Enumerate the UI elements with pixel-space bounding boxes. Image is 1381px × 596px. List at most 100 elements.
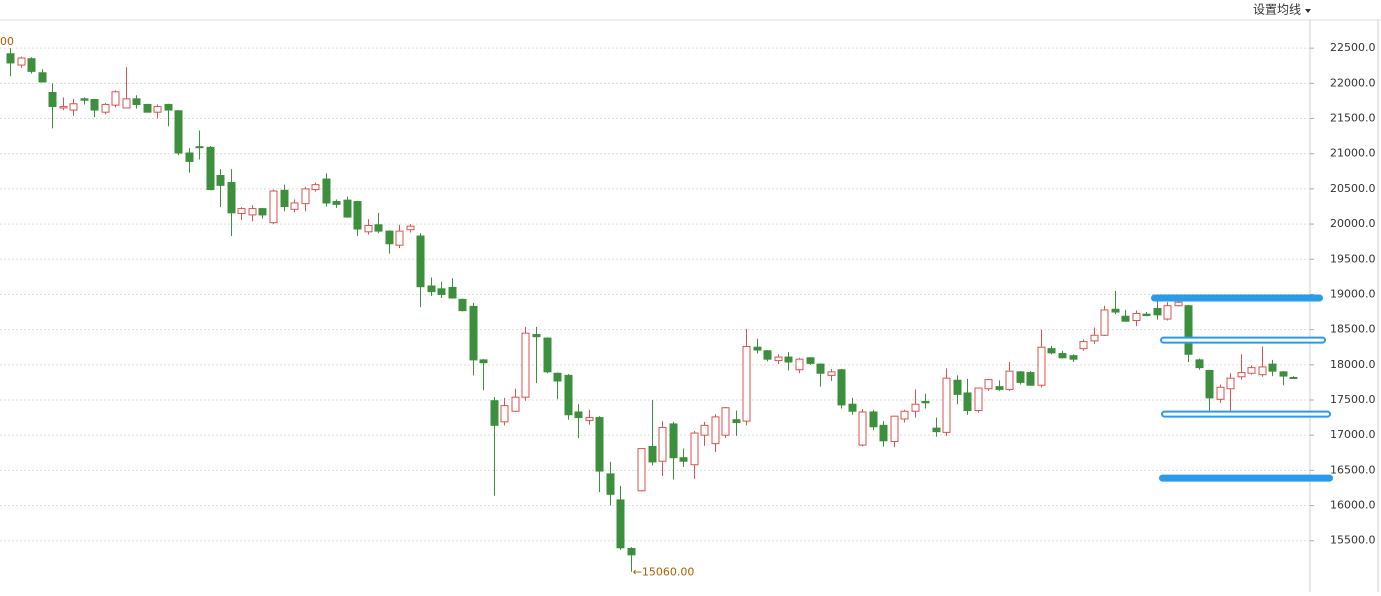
candle-body: [1037, 346, 1046, 386]
candle-body: [753, 346, 762, 351]
level-line: [1159, 474, 1333, 482]
candle-body: [1174, 301, 1183, 307]
candle-body: [984, 379, 993, 390]
candle-body: [406, 225, 415, 231]
candle-body: [38, 72, 47, 83]
candle-body: [248, 208, 257, 216]
candle-body: [458, 298, 467, 312]
low-label: ←15060.00: [633, 566, 695, 579]
candle-body: [616, 499, 625, 549]
candle-body: [816, 363, 825, 374]
candle-body: [1090, 334, 1099, 342]
ma-settings[interactable]: 设置均线: [1253, 3, 1301, 17]
candle-body: [1047, 348, 1056, 354]
candle-body: [280, 189, 289, 207]
y-tick-label: 21500.0: [1330, 112, 1376, 125]
candle-body: [1163, 305, 1172, 320]
candle-body: [732, 419, 741, 424]
candle-body: [974, 387, 983, 412]
dropdown-arrow[interactable]: [1305, 9, 1311, 13]
level-line: [1151, 294, 1323, 302]
candle-body: [858, 411, 867, 446]
candle-body: [1247, 367, 1256, 374]
candle-body: [1069, 355, 1078, 360]
candle-body: [343, 199, 352, 218]
candle-body: [416, 235, 425, 288]
candle-body: [1142, 313, 1151, 317]
y-tick-label: 17000.0: [1330, 428, 1376, 441]
y-tick-label: 18000.0: [1330, 358, 1376, 371]
candle-body: [374, 224, 383, 232]
candle-body: [795, 358, 804, 371]
candle-body: [637, 448, 646, 492]
candle-body: [490, 400, 499, 426]
candle-body: [185, 152, 194, 162]
y-tick-label: 21000.0: [1330, 147, 1376, 160]
candle-body: [80, 98, 89, 101]
candle-body: [353, 201, 362, 230]
candle-body: [690, 432, 699, 466]
candle-body: [290, 202, 299, 210]
candle-body: [648, 445, 657, 463]
candle-body: [700, 424, 709, 436]
candle-body: [574, 411, 583, 419]
candle-body: [17, 57, 26, 66]
candle-body: [784, 356, 793, 363]
candle-body: [195, 146, 204, 149]
y-tick-label: 17500.0: [1330, 393, 1376, 406]
candle-body: [711, 416, 720, 445]
candle-body: [511, 396, 520, 412]
candle-body: [1079, 341, 1088, 350]
candle-body: [848, 403, 857, 412]
candle-body: [237, 208, 246, 215]
candle-body: [90, 99, 99, 111]
candle-body: [742, 346, 751, 422]
candle-body: [721, 407, 730, 436]
candle-body: [595, 417, 604, 472]
candle-body: [59, 106, 68, 109]
candle-body: [69, 103, 78, 111]
candle-body: [101, 103, 110, 113]
candle-body: [879, 424, 888, 442]
candle-body: [521, 332, 530, 398]
candle-body: [606, 473, 615, 495]
y-tick-label: 15500.0: [1330, 534, 1376, 547]
candle-body: [6, 53, 15, 64]
candle-body: [1279, 371, 1288, 377]
candle-body: [216, 175, 225, 186]
candle-body: [627, 547, 636, 556]
candle-body: [1058, 353, 1067, 359]
candle-body: [1132, 312, 1141, 321]
candle-body: [27, 58, 36, 72]
candle-body: [153, 106, 162, 113]
level-line: [1161, 410, 1331, 418]
candle-body: [679, 457, 688, 462]
candle-body: [1289, 376, 1298, 379]
candle-body: [658, 426, 667, 462]
candle-body: [1121, 315, 1130, 322]
candle-body: [395, 230, 404, 246]
candle-body: [479, 359, 488, 364]
candle-body: [669, 423, 678, 459]
y-tick-label: 16000.0: [1330, 499, 1376, 512]
candle-body: [437, 288, 446, 295]
y-tick-label: 19500.0: [1330, 252, 1376, 265]
candle-body: [206, 146, 215, 191]
candle-body: [1237, 372, 1246, 378]
candle-body: [900, 410, 909, 420]
candle-body: [174, 110, 183, 154]
y-tick-label: 20500.0: [1330, 182, 1376, 195]
candle-body: [122, 98, 131, 109]
candle-body: [1184, 305, 1193, 355]
candle-body: [469, 305, 478, 361]
candle-body: [1026, 372, 1035, 386]
y-tick-label: 19000.0: [1330, 287, 1376, 300]
candle-body: [963, 392, 972, 412]
y-tick-label: 22500.0: [1330, 41, 1376, 54]
candle-body: [1005, 370, 1014, 390]
candle-body: [827, 371, 836, 376]
candle-body: [385, 230, 394, 245]
candle-body: [763, 350, 772, 360]
candle-body: [543, 337, 552, 373]
